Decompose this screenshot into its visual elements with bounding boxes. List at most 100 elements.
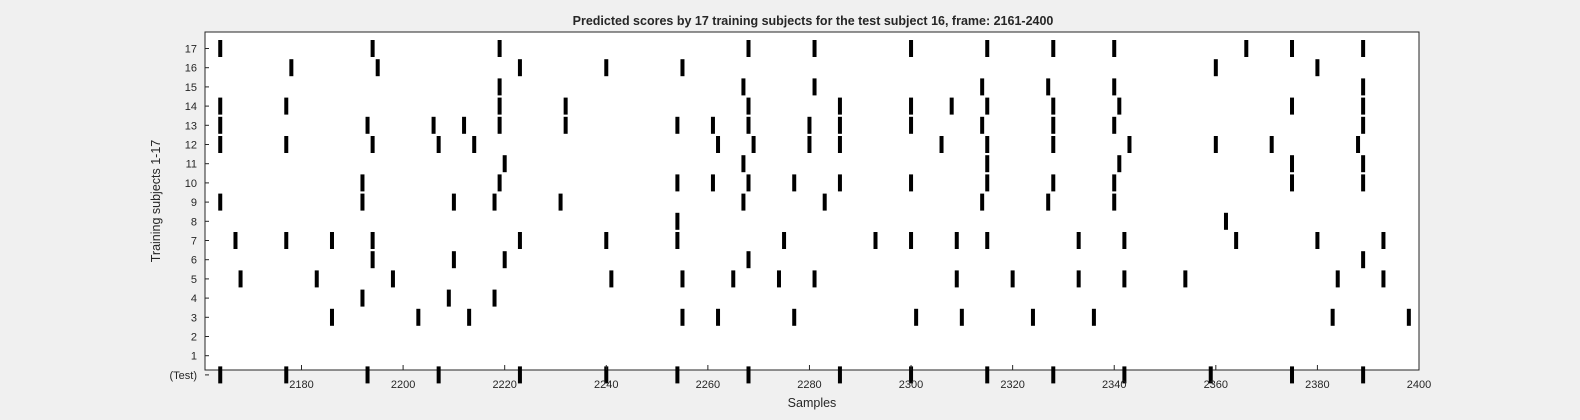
y-tick-label: 13 bbox=[185, 120, 197, 132]
raster-mark bbox=[284, 366, 289, 384]
y-tick-label: 1 bbox=[191, 351, 197, 363]
x-axis-ticks: 2180 2200 2220 2240 2260 2280 2300 2320 2340 2360… bbox=[289, 365, 1431, 391]
raster-mark bbox=[492, 193, 497, 211]
raster-mark bbox=[909, 97, 914, 115]
x-tick-label: 2180 bbox=[289, 379, 313, 391]
raster-mark bbox=[517, 59, 522, 77]
raster-mark bbox=[792, 174, 797, 192]
plot-area bbox=[204, 31, 1420, 371]
raster-mark bbox=[909, 232, 914, 249]
raster-mark bbox=[1361, 174, 1366, 192]
raster-mark bbox=[675, 212, 680, 230]
x-tick-label: 2240 bbox=[594, 379, 618, 391]
x-tick-label: 2320 bbox=[1000, 379, 1024, 391]
raster-mark bbox=[218, 193, 223, 211]
y-axis-label: Training subjects 1-17 bbox=[149, 140, 163, 263]
y-tick-label: 7 bbox=[191, 236, 197, 248]
raster-mark bbox=[517, 366, 522, 384]
raster-mark bbox=[238, 270, 243, 288]
raster-mark bbox=[751, 136, 756, 153]
y-tick-label: 17 bbox=[185, 44, 197, 56]
x-tick-label: 2380 bbox=[1305, 379, 1329, 391]
raster-mark bbox=[1051, 97, 1056, 115]
raster-mark bbox=[390, 270, 395, 288]
raster-mark bbox=[1361, 155, 1366, 173]
raster-mark bbox=[497, 174, 502, 192]
raster-mark bbox=[370, 232, 375, 249]
raster-mark bbox=[492, 289, 497, 307]
raster-mark bbox=[909, 116, 914, 134]
raster-mark bbox=[360, 289, 365, 307]
x-axis-label: Samples bbox=[788, 396, 837, 410]
raster-mark bbox=[985, 40, 990, 57]
raster-mark bbox=[716, 308, 721, 326]
raster-mark bbox=[1223, 212, 1228, 230]
raster-mark bbox=[431, 116, 436, 134]
raster-mark bbox=[1361, 78, 1366, 96]
y-tick-label: 16 bbox=[185, 63, 197, 75]
raster-mark bbox=[741, 78, 746, 96]
raster-mark bbox=[1183, 270, 1188, 288]
raster-mark bbox=[675, 116, 680, 134]
y-tick-label: 6 bbox=[191, 255, 197, 267]
raster-mark bbox=[497, 78, 502, 96]
raster-mark bbox=[837, 174, 842, 192]
raster-mark bbox=[451, 193, 456, 211]
raster-mark bbox=[1122, 366, 1127, 384]
raster-mark bbox=[1330, 308, 1335, 326]
raster-mark bbox=[909, 174, 914, 192]
raster-mark bbox=[365, 116, 370, 134]
raster-mark bbox=[985, 232, 990, 249]
raster-mark bbox=[675, 366, 680, 384]
raster-mark bbox=[563, 116, 568, 134]
x-tick-label: 2260 bbox=[696, 379, 720, 391]
raster-mark bbox=[502, 251, 507, 269]
raster-mark bbox=[1290, 40, 1295, 57]
raster-mark bbox=[1244, 40, 1249, 57]
raster-mark bbox=[741, 193, 746, 211]
raster-mark bbox=[375, 59, 380, 77]
raster-mark bbox=[329, 308, 334, 326]
raster-mark bbox=[710, 174, 715, 192]
y-tick-label: 8 bbox=[191, 216, 197, 228]
raster-mark bbox=[680, 59, 685, 77]
y-tick-label: 4 bbox=[191, 293, 197, 305]
raster-mark bbox=[873, 232, 878, 249]
raster-mark bbox=[909, 366, 914, 384]
raster-mark bbox=[502, 155, 507, 173]
raster-mark bbox=[1361, 116, 1366, 134]
raster-mark bbox=[1315, 59, 1320, 77]
raster-mark bbox=[1213, 136, 1218, 153]
y-tick-label: 5 bbox=[191, 274, 197, 286]
raster-mark bbox=[914, 308, 919, 326]
raster-mark bbox=[985, 155, 990, 173]
raster-mark bbox=[837, 366, 842, 384]
raster-mark bbox=[604, 366, 609, 384]
raster-mark bbox=[837, 136, 842, 153]
raster-mark bbox=[436, 136, 441, 153]
raster-mark bbox=[985, 366, 990, 384]
raster-mark bbox=[954, 270, 959, 288]
raster-mark bbox=[284, 136, 289, 153]
x-tick-label: 2400 bbox=[1407, 379, 1431, 391]
raster-mark bbox=[746, 174, 751, 192]
raster-mark bbox=[1361, 40, 1366, 57]
raster-mark bbox=[604, 232, 609, 249]
raster-mark bbox=[980, 193, 985, 211]
raster-mark bbox=[1335, 270, 1340, 288]
raster-mark bbox=[497, 40, 502, 57]
raster-mark bbox=[807, 136, 812, 153]
raster-mark bbox=[360, 193, 365, 211]
raster-mark bbox=[314, 270, 319, 288]
raster-mark bbox=[776, 270, 781, 288]
raster-mark bbox=[1117, 97, 1122, 115]
raster-mark bbox=[954, 232, 959, 249]
raster-mark bbox=[365, 366, 370, 384]
raster-mark bbox=[1112, 78, 1117, 96]
raster-mark bbox=[1315, 232, 1320, 249]
raster-mark bbox=[680, 270, 685, 288]
raster-mark bbox=[1361, 97, 1366, 115]
raster-mark bbox=[284, 97, 289, 115]
raster-mark bbox=[959, 308, 964, 326]
raster-mark bbox=[218, 116, 223, 134]
